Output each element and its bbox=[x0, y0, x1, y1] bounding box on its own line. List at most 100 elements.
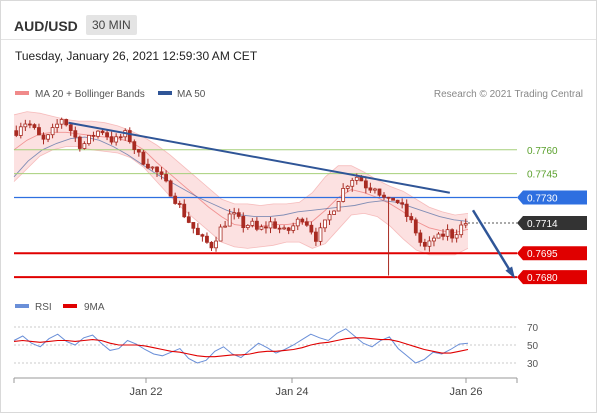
candle-body bbox=[64, 119, 69, 126]
candle-body bbox=[195, 227, 200, 236]
candle-body bbox=[354, 176, 359, 181]
candle-body bbox=[14, 130, 19, 136]
candle-body bbox=[87, 134, 91, 145]
rsi-tick-50: 50 bbox=[527, 341, 539, 352]
level-label-0.7695: 0.7695 bbox=[527, 249, 558, 260]
candle-body bbox=[264, 226, 268, 229]
x-axis-label-Jan-26: Jan 26 bbox=[449, 386, 482, 398]
candle-body bbox=[182, 203, 187, 218]
candle-body bbox=[295, 218, 300, 227]
candle-body bbox=[463, 223, 468, 226]
candle-body bbox=[218, 226, 223, 242]
candle-body bbox=[150, 166, 155, 169]
candle-body bbox=[141, 151, 146, 165]
level-label-0.7714: 0.7714 bbox=[527, 219, 558, 230]
candle-body bbox=[132, 141, 137, 150]
candle-body bbox=[41, 134, 46, 140]
candle-body bbox=[205, 235, 209, 243]
candle-body bbox=[309, 224, 314, 233]
forecast-arrow-head bbox=[505, 266, 515, 279]
candle-body bbox=[55, 123, 60, 128]
timeframe-badge[interactable]: 30 MIN bbox=[86, 15, 137, 35]
x-axis: Jan 22 Jan 24 Jan 26 bbox=[13, 377, 518, 398]
candle-body bbox=[200, 234, 205, 237]
candle-body bbox=[245, 225, 250, 229]
candle-body bbox=[345, 185, 350, 189]
candle-body bbox=[282, 227, 287, 230]
candle-body bbox=[332, 210, 336, 215]
candle-body bbox=[409, 216, 414, 221]
x-axis-label-Jan-22: Jan 22 bbox=[129, 386, 162, 398]
candle-body bbox=[73, 130, 78, 138]
candle-body bbox=[254, 220, 259, 230]
candle-body bbox=[436, 233, 441, 239]
candle-body bbox=[37, 127, 41, 136]
candle-body bbox=[445, 229, 450, 237]
candle-body bbox=[422, 241, 427, 247]
candle-body bbox=[177, 203, 182, 205]
nine-ma-legend-swatch bbox=[63, 304, 77, 308]
candle-body bbox=[441, 233, 445, 237]
candle-body bbox=[350, 179, 355, 187]
candle-body bbox=[400, 202, 405, 205]
candle-body bbox=[173, 195, 178, 204]
candle-body bbox=[318, 227, 323, 242]
candle-body bbox=[304, 221, 309, 226]
candle-body bbox=[359, 176, 364, 182]
candle-body bbox=[68, 124, 73, 132]
level-label-0.7760: 0.7760 bbox=[527, 146, 558, 157]
candle-body bbox=[259, 226, 264, 230]
candle-body bbox=[214, 240, 218, 249]
candle-body bbox=[109, 136, 114, 143]
candle-body bbox=[404, 203, 409, 217]
rsi-tick-70: 70 bbox=[527, 323, 539, 334]
nine-ma-legend-label: 9MA bbox=[84, 302, 105, 313]
candle-body bbox=[250, 220, 255, 226]
candle-body bbox=[241, 216, 246, 229]
forecast-arrow-line bbox=[471, 209, 515, 277]
candle-body bbox=[377, 188, 382, 196]
candle-body bbox=[427, 240, 432, 247]
rsi-legend-swatch bbox=[15, 304, 29, 308]
candle-body bbox=[314, 231, 318, 242]
ma50-legend-swatch bbox=[158, 91, 172, 95]
candle-body bbox=[100, 130, 105, 134]
level-label-0.7730: 0.7730 bbox=[527, 194, 558, 205]
candle-body bbox=[286, 227, 291, 231]
candle-body bbox=[459, 224, 464, 236]
candle-body bbox=[413, 219, 418, 234]
candle-body bbox=[118, 136, 123, 139]
candle-body bbox=[232, 212, 237, 215]
candle-body bbox=[341, 188, 346, 202]
level-label-0.7745: 0.7745 bbox=[527, 170, 558, 181]
price-panel: 0.7760 0.7745 0.7730 0.7714 0.7695 0.7680 bbox=[13, 111, 587, 285]
level-label-0.7680: 0.7680 bbox=[527, 273, 558, 284]
x-axis-label-Jan-24: Jan 24 bbox=[275, 386, 308, 398]
candle-body bbox=[77, 136, 82, 149]
candle-body bbox=[159, 171, 164, 175]
candle-body bbox=[236, 212, 241, 217]
candle-body bbox=[46, 134, 50, 140]
candle-body bbox=[50, 127, 55, 136]
rsi-series-9MA bbox=[13, 337, 469, 358]
level-tag-0.7714 bbox=[517, 215, 587, 230]
candle-body bbox=[386, 196, 391, 199]
candle-body bbox=[91, 134, 96, 137]
candle-body bbox=[146, 163, 150, 169]
candle-body bbox=[209, 241, 214, 249]
rsi-series-RSI bbox=[13, 328, 469, 364]
candle-body bbox=[136, 149, 141, 153]
candle-body bbox=[368, 187, 373, 191]
candle-body bbox=[268, 221, 273, 229]
candle-body bbox=[432, 237, 436, 242]
research-credit: Research © 2021 Trading Central bbox=[434, 89, 583, 100]
candle-body bbox=[291, 225, 296, 231]
rsi-tick-30: 30 bbox=[527, 359, 539, 370]
rsi-legend-label: RSI bbox=[35, 302, 52, 313]
candle-body bbox=[277, 227, 282, 230]
resistance-trendline bbox=[68, 121, 451, 194]
ma20-legend-swatch bbox=[15, 91, 29, 95]
candle-body bbox=[82, 143, 87, 149]
